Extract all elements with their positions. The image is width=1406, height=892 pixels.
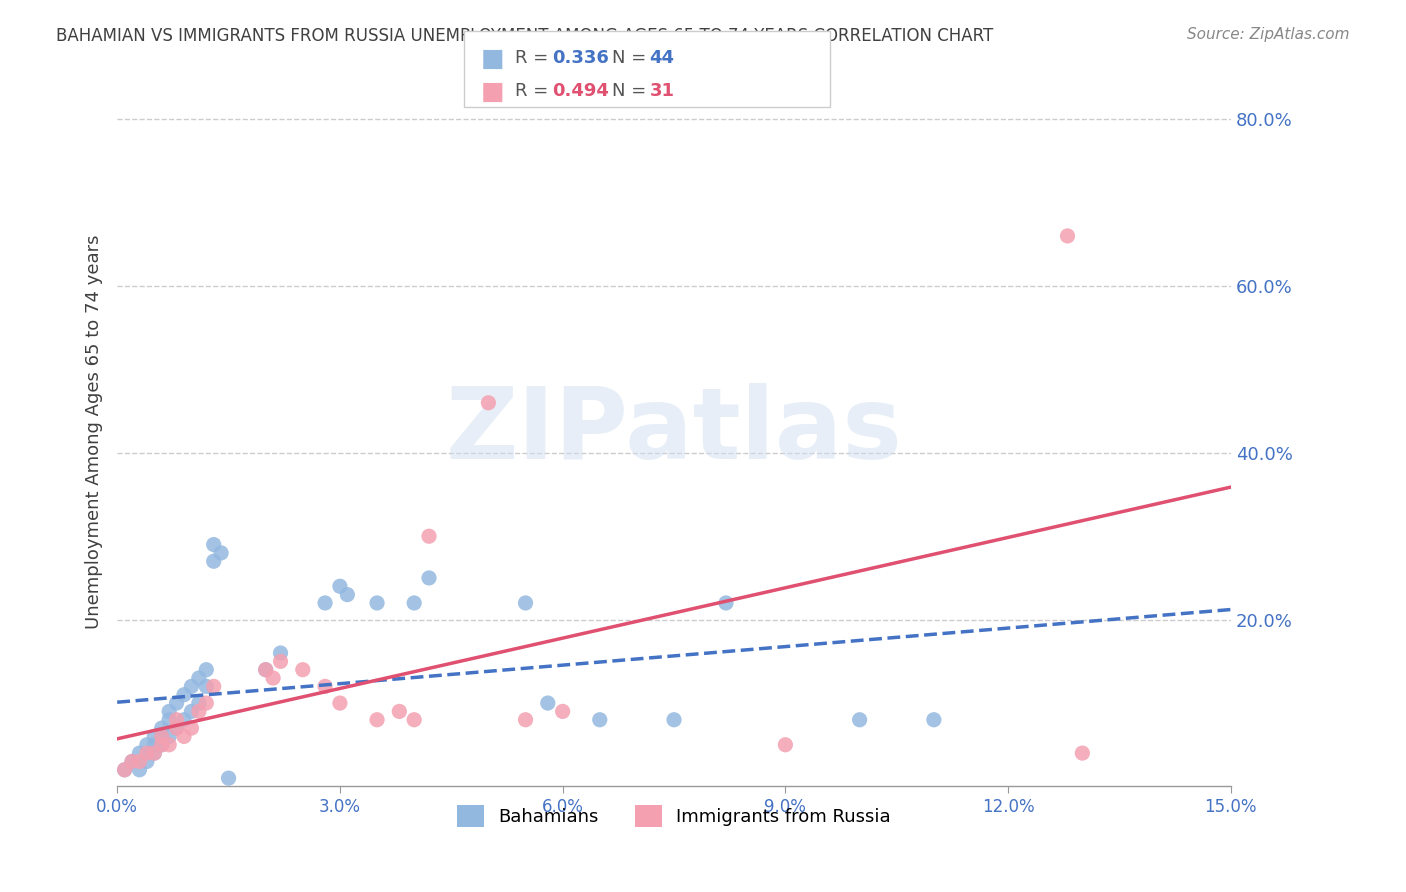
Point <box>291 663 314 677</box>
Point <box>157 705 180 719</box>
Point <box>187 696 209 710</box>
Point <box>477 396 499 410</box>
Point <box>180 705 202 719</box>
Point <box>314 679 336 693</box>
Point <box>143 738 166 752</box>
Point <box>166 721 188 735</box>
Point <box>775 738 797 752</box>
Point <box>270 654 292 668</box>
Point <box>135 755 157 769</box>
Point <box>157 738 180 752</box>
Point <box>195 679 218 693</box>
Point <box>121 755 143 769</box>
Point <box>150 738 173 752</box>
Point <box>157 730 180 744</box>
Point <box>180 721 202 735</box>
Point <box>187 705 209 719</box>
Point <box>157 713 180 727</box>
Point <box>135 746 157 760</box>
Text: 44: 44 <box>650 49 675 67</box>
Text: BAHAMIAN VS IMMIGRANTS FROM RUSSIA UNEMPLOYMENT AMONG AGES 65 TO 74 YEARS CORREL: BAHAMIAN VS IMMIGRANTS FROM RUSSIA UNEMP… <box>56 27 994 45</box>
Point <box>336 588 359 602</box>
Point <box>1056 228 1078 243</box>
Text: 31: 31 <box>650 82 675 100</box>
Text: R =: R = <box>515 49 554 67</box>
Point <box>254 663 277 677</box>
Point <box>329 696 352 710</box>
Point <box>366 596 388 610</box>
Y-axis label: Unemployment Among Ages 65 to 74 years: Unemployment Among Ages 65 to 74 years <box>86 235 103 629</box>
Point <box>114 763 136 777</box>
Point <box>202 679 225 693</box>
Point <box>218 771 240 785</box>
Point <box>418 571 440 585</box>
Point <box>166 713 188 727</box>
Point <box>270 646 292 660</box>
Point <box>314 596 336 610</box>
Text: ■: ■ <box>481 47 505 71</box>
Point <box>150 730 173 744</box>
Point <box>166 696 188 710</box>
Text: N =: N = <box>612 82 658 100</box>
Point <box>143 746 166 760</box>
Point <box>121 755 143 769</box>
Point <box>404 713 426 727</box>
Text: 0.494: 0.494 <box>553 82 609 100</box>
Point <box>143 730 166 744</box>
Text: ZIPatlas: ZIPatlas <box>446 384 903 481</box>
Point <box>589 713 612 727</box>
Point <box>388 705 411 719</box>
Point <box>128 746 150 760</box>
Text: R =: R = <box>515 82 554 100</box>
Point <box>662 713 685 727</box>
Point <box>209 546 232 560</box>
Point <box>254 663 277 677</box>
Point <box>922 713 945 727</box>
Point <box>166 721 188 735</box>
Point <box>114 763 136 777</box>
Point <box>848 713 870 727</box>
Point <box>195 663 218 677</box>
Point <box>515 713 537 727</box>
Point <box>515 596 537 610</box>
Point <box>173 713 195 727</box>
Text: 0.336: 0.336 <box>553 49 609 67</box>
Point <box>173 688 195 702</box>
Point <box>180 679 202 693</box>
Point <box>173 730 195 744</box>
Point <box>1071 746 1094 760</box>
Point <box>551 705 574 719</box>
Text: ■: ■ <box>481 80 505 104</box>
Legend: Bahamians, Immigrants from Russia: Bahamians, Immigrants from Russia <box>450 797 898 834</box>
Point <box>143 746 166 760</box>
Point <box>537 696 560 710</box>
Point <box>202 554 225 568</box>
Point <box>262 671 284 685</box>
Text: Source: ZipAtlas.com: Source: ZipAtlas.com <box>1187 27 1350 42</box>
Point <box>714 596 737 610</box>
Point <box>150 730 173 744</box>
Point <box>128 763 150 777</box>
Point <box>195 696 218 710</box>
Point <box>135 738 157 752</box>
Point <box>329 579 352 593</box>
Point <box>404 596 426 610</box>
Point <box>187 671 209 685</box>
Point <box>150 738 173 752</box>
Point <box>150 721 173 735</box>
Point <box>128 755 150 769</box>
Point <box>366 713 388 727</box>
Point <box>418 529 440 543</box>
Text: N =: N = <box>612 49 651 67</box>
Point <box>202 538 225 552</box>
